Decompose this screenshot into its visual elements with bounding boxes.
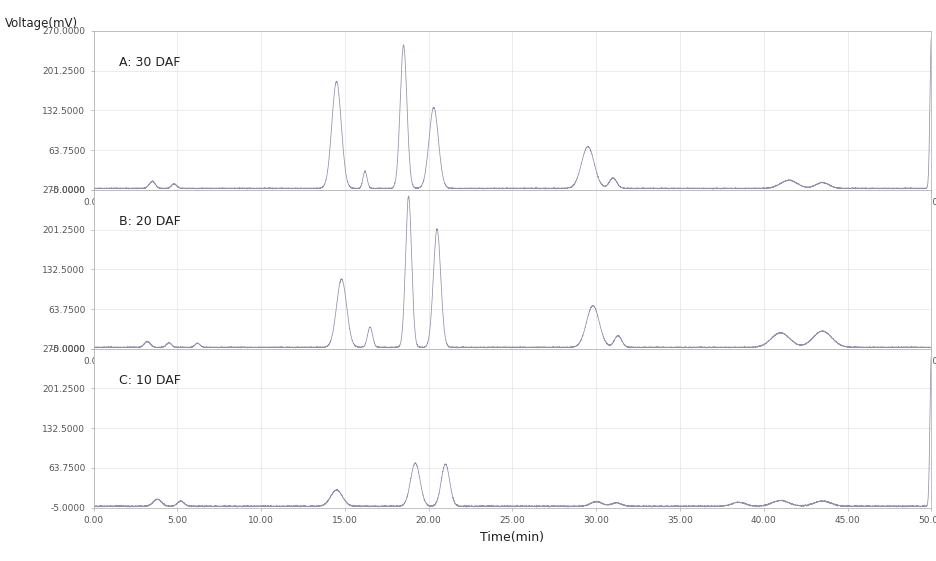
Text: A: 30 DAF: A: 30 DAF <box>119 56 180 69</box>
X-axis label: Time(min): Time(min) <box>480 531 545 544</box>
Text: Voltage(mV): Voltage(mV) <box>5 17 78 30</box>
Text: B: 20 DAF: B: 20 DAF <box>119 215 181 228</box>
Text: C: 10 DAF: C: 10 DAF <box>119 374 181 387</box>
